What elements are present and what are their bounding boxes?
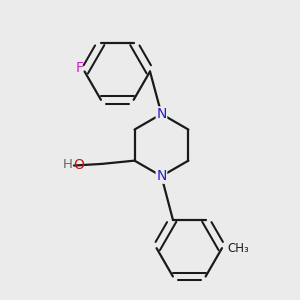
Text: N: N	[156, 107, 167, 121]
Text: N: N	[156, 169, 167, 183]
Text: O: O	[74, 158, 84, 172]
Text: CH₃: CH₃	[228, 242, 250, 255]
Text: F: F	[76, 61, 84, 75]
Text: H: H	[62, 158, 72, 171]
